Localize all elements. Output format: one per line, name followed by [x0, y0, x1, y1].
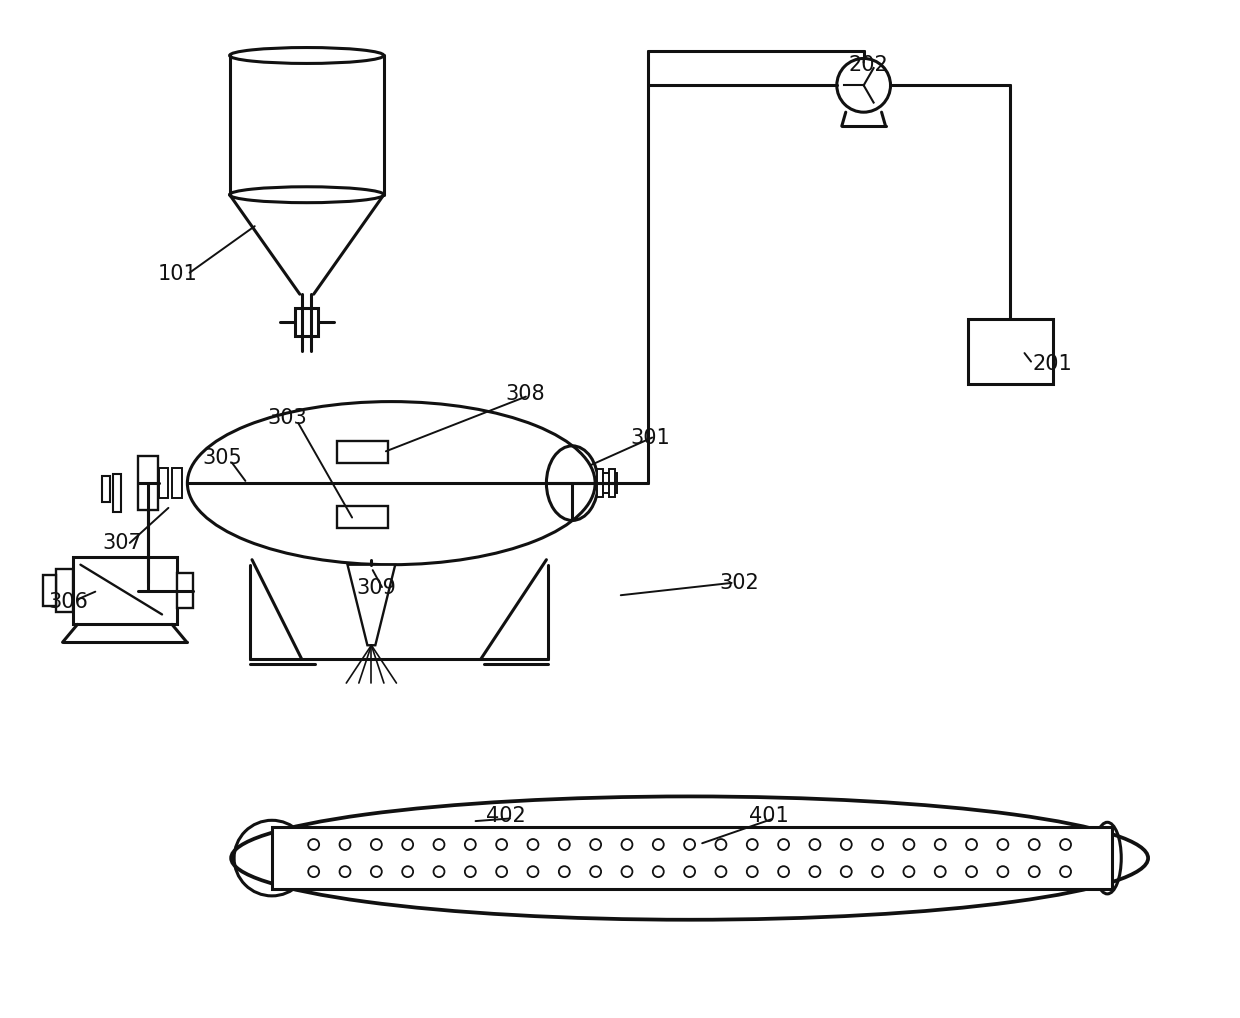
- Bar: [72, 557, 177, 624]
- Bar: [172, 468, 182, 498]
- Bar: [609, 469, 615, 497]
- Text: 302: 302: [719, 572, 759, 592]
- Text: 308: 308: [506, 384, 546, 403]
- Bar: [968, 319, 1053, 384]
- Text: 309: 309: [356, 577, 397, 598]
- Text: 303: 303: [267, 408, 306, 429]
- Bar: [295, 308, 319, 336]
- Bar: [272, 828, 1112, 889]
- Bar: [336, 442, 388, 463]
- Bar: [42, 574, 56, 607]
- Bar: [102, 475, 110, 502]
- Polygon shape: [347, 565, 396, 645]
- Text: 305: 305: [202, 448, 242, 468]
- Bar: [159, 468, 169, 498]
- Text: 307: 307: [103, 532, 143, 553]
- Text: 306: 306: [48, 592, 88, 613]
- Text: 101: 101: [157, 265, 197, 284]
- Bar: [56, 569, 72, 613]
- Bar: [138, 456, 157, 510]
- Text: 301: 301: [630, 429, 670, 448]
- Bar: [596, 469, 603, 497]
- Text: 201: 201: [1033, 354, 1073, 374]
- Bar: [603, 473, 616, 493]
- Text: 402: 402: [486, 806, 526, 827]
- Bar: [336, 506, 388, 528]
- Bar: [177, 573, 193, 609]
- Text: 202: 202: [848, 55, 889, 75]
- Bar: [113, 474, 120, 512]
- Text: 401: 401: [749, 806, 789, 827]
